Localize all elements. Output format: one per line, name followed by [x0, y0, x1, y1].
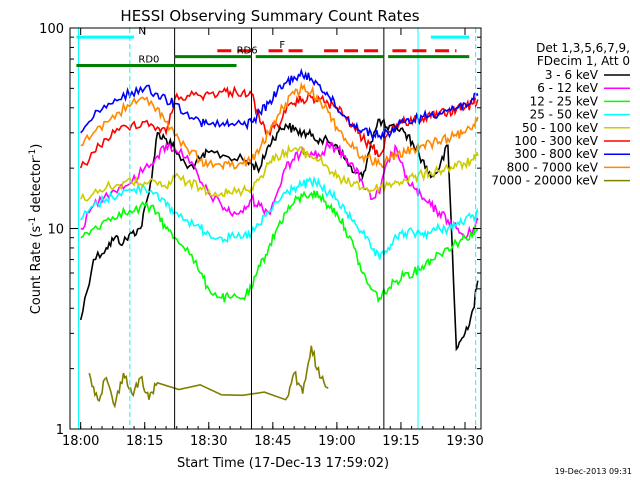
legend-header-1: FDecim 1, Att 0 — [537, 54, 630, 68]
y-tick-label-2: 100 — [39, 22, 64, 37]
x-axis-label: Start Time (17-Dec-13 17:59:02) — [177, 456, 389, 471]
x-tick-label-4: 19:00 — [318, 434, 355, 449]
series-line-2 — [80, 190, 479, 304]
x-tick-label-5: 19:15 — [382, 434, 419, 449]
y-axis-label-part: detector — [29, 157, 44, 217]
legend-label-6: 300 - 800 keV — [514, 147, 598, 161]
series-line-7 — [80, 81, 479, 171]
annotation-layer: N F RD0 RD6 — [76, 26, 477, 429]
x-tick-label-1: 18:15 — [126, 434, 163, 449]
legend-label-2: 12 - 25 keV — [530, 94, 599, 108]
series-line-4 — [79, 143, 479, 202]
legend-label-1: 6 - 12 keV — [537, 81, 599, 95]
y-tick-label-0: 1 — [56, 423, 64, 438]
x-tick-label-3: 18:45 — [254, 434, 291, 449]
flag-label-2: RD0 — [138, 55, 159, 66]
x-tick-label-0: 18:00 — [62, 434, 99, 449]
series-line-1 — [80, 140, 479, 239]
series-line-3 — [80, 175, 479, 260]
y-axis-label-part: Count Rate (s — [29, 226, 44, 315]
legend-label-3: 25 - 50 keV — [530, 108, 599, 122]
chart-title: HESSI Observing Summary Count Rates — [120, 7, 419, 25]
y-axis-label-part: ) — [29, 144, 44, 149]
series-line-5 — [79, 85, 479, 169]
series-line-6 — [80, 67, 479, 141]
axis-layer: 18:00 18:15 18:30 18:45 19:00 19:15 19:30 1 10 10… — [39, 22, 484, 449]
legend-label-8: 7000 - 20000 keV — [491, 174, 598, 188]
legend-label-5: 100 - 300 keV — [514, 134, 598, 148]
legend-label-0: 3 - 6 keV — [545, 68, 599, 82]
series-line-0 — [79, 118, 479, 352]
legend-header-0: Det 1,3,5,6,7,9, — [536, 41, 630, 55]
x-tick-label-2: 18:30 — [190, 434, 227, 449]
flag-label-3: RD6 — [237, 46, 258, 57]
legend-label-7: 800 - 7000 keV — [507, 160, 599, 174]
y-tick-label-1: 10 — [47, 223, 64, 238]
x-tick-label-6: 19:30 — [446, 434, 483, 449]
y-axis-label-group: Count Rate (s-1 detector-1) — [28, 144, 44, 315]
y-axis-label-part: -1 — [28, 149, 38, 158]
flag-label-0: N — [138, 26, 145, 37]
y-axis-label-part: -1 — [28, 217, 38, 226]
footer-timestamp: 19-Dec-2013 09:31 — [555, 467, 632, 476]
series-line-8 — [88, 345, 329, 409]
y-axis-label: Count Rate (s-1 detector-1) — [28, 144, 44, 315]
flag-label-1: F — [279, 40, 285, 51]
series-layer — [79, 67, 479, 409]
legend: Det 1,3,5,6,7,9,FDecim 1, Att 03 - 6 keV… — [491, 41, 630, 188]
legend-label-4: 50 - 100 keV — [522, 121, 599, 135]
